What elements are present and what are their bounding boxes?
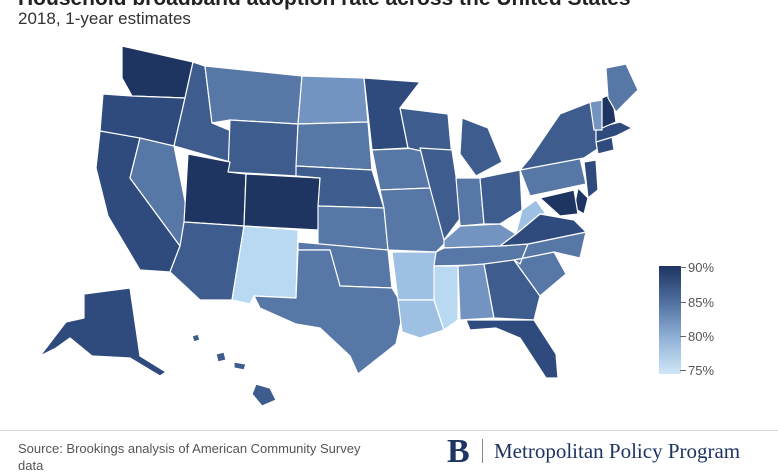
state-colorado	[243, 173, 321, 231]
state-new-york	[519, 99, 603, 171]
brookings-logo-icon: B	[447, 433, 470, 470]
state-wyoming	[227, 119, 299, 177]
state-hawaii-big-island	[251, 383, 277, 407]
footer-divider	[0, 430, 778, 431]
state-illinois	[419, 147, 463, 241]
map-title: Household broadband adoption rate across…	[18, 0, 631, 11]
legend-label-80: 80%	[688, 329, 715, 344]
state-louisiana	[397, 299, 445, 339]
state-maine	[605, 63, 639, 113]
legend: 90% 85% 80% 75%	[656, 260, 766, 378]
state-west-virginia	[515, 199, 547, 235]
state-north-dakota	[297, 75, 369, 125]
state-michigan	[459, 117, 503, 177]
state-mississippi	[433, 265, 459, 331]
state-washington	[121, 45, 194, 99]
legend-label-75: 75%	[688, 363, 715, 378]
source-note: Source: Brookings analysis of American C…	[18, 441, 361, 456]
state-new-mexico	[231, 225, 299, 305]
legend-tick-85	[680, 302, 686, 303]
legend-color-scale	[659, 266, 681, 374]
state-south-dakota	[295, 121, 373, 171]
logo-divider	[482, 439, 483, 463]
state-hawaii-islands	[191, 333, 247, 371]
source-note-continued: data	[18, 458, 44, 473]
map-subtitle: 2018, 1-year estimates	[18, 9, 191, 28]
state-georgia	[483, 259, 541, 321]
state-florida	[465, 319, 559, 379]
state-indiana	[455, 177, 485, 227]
state-new-jersey	[583, 159, 599, 199]
legend-tick-90	[680, 267, 686, 268]
legend-label-85: 85%	[688, 295, 715, 310]
state-ohio	[479, 169, 523, 225]
state-texas	[253, 249, 405, 375]
state-kansas	[317, 205, 389, 251]
organization-name: Metropolitan Policy Program	[494, 439, 741, 463]
state-alaska	[39, 287, 167, 377]
state-arkansas	[391, 251, 437, 301]
state-maryland	[539, 189, 579, 217]
legend-tick-80	[680, 336, 686, 337]
state-montana	[204, 65, 303, 125]
us-choropleth-map	[39, 45, 639, 407]
legend-tick-75	[680, 370, 686, 371]
state-vermont	[589, 99, 603, 131]
legend-label-90: 90%	[688, 260, 715, 275]
